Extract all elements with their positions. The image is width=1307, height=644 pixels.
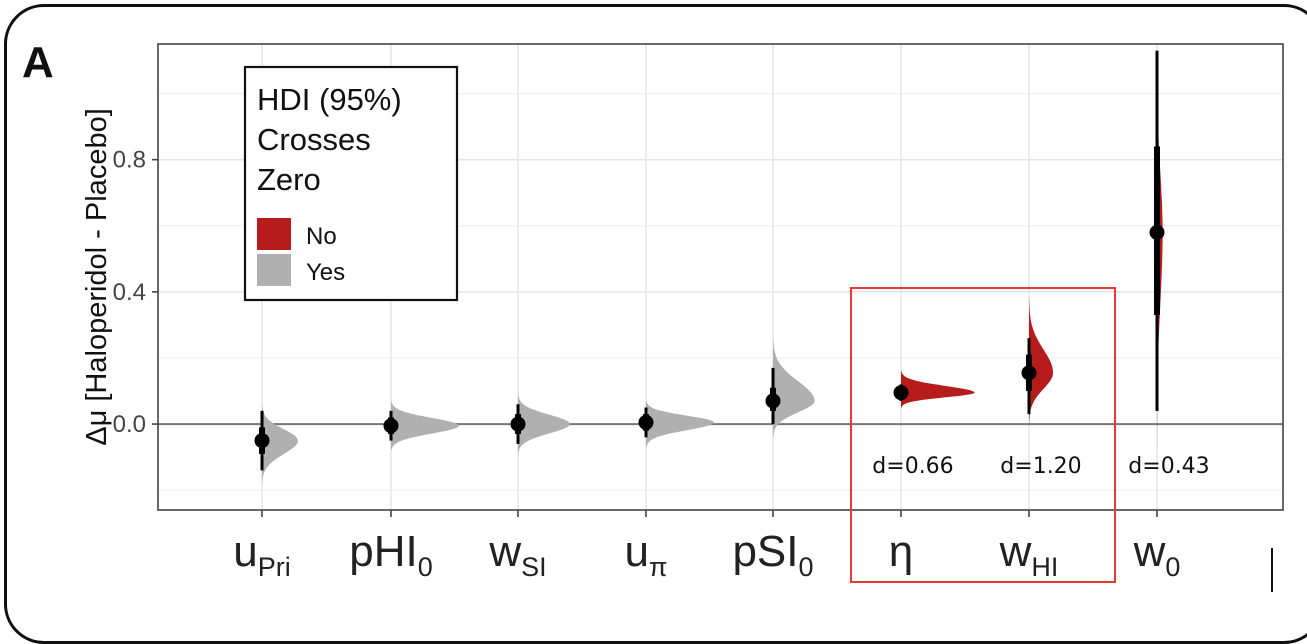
distribution-1 bbox=[391, 400, 459, 451]
distribution-5 bbox=[901, 371, 975, 408]
y-tick-label: 0.0 bbox=[113, 411, 146, 438]
axes: 0.0 0.4 0.8 uPri pHI0 wSI uπ pSI0 η wHI w0 Δμ [Halo… bbox=[81, 43, 1284, 592]
legend-title: HDI (95%) bbox=[257, 82, 402, 117]
x-tick-label: uPri bbox=[233, 527, 290, 582]
x-tick-label: pSI0 bbox=[732, 527, 813, 582]
x-tick-label: wSI bbox=[488, 527, 546, 582]
panel-label: A bbox=[22, 38, 54, 87]
x-tick-label: wHI bbox=[999, 527, 1059, 582]
x-tick-label: pHI0 bbox=[349, 527, 433, 582]
effect-size-label: d=0.43 bbox=[1128, 454, 1209, 479]
median-point-6 bbox=[1021, 365, 1037, 381]
legend-title: Crosses bbox=[257, 122, 371, 157]
median-point-1 bbox=[383, 418, 399, 434]
highlight bbox=[850, 287, 1116, 583]
median-point-3 bbox=[638, 414, 654, 430]
legend-title: Zero bbox=[257, 162, 321, 197]
highlight-box bbox=[850, 287, 1116, 583]
annotations: d=0.66 d=1.20 d=0.43 bbox=[872, 454, 1209, 479]
legend-label: No bbox=[306, 223, 337, 250]
distribution-4 bbox=[773, 338, 815, 438]
median-point-5 bbox=[893, 385, 909, 401]
median-point-0 bbox=[254, 433, 270, 449]
x-tick-label: w0 bbox=[1133, 527, 1181, 582]
median-point-4 bbox=[765, 393, 781, 409]
legend-swatch-no bbox=[257, 218, 291, 250]
y-tick-label: 0.8 bbox=[113, 147, 146, 174]
chart: 0.0 0.4 0.8 uPri pHI0 wSI uπ pSI0 η wHI w0 Δμ [Halo… bbox=[81, 43, 1284, 592]
y-axis-label: Δμ [Haloperidol - Placebo] bbox=[81, 108, 113, 446]
effect-size-label: d=0.66 bbox=[872, 454, 953, 479]
legend-label: Yes bbox=[306, 259, 345, 286]
distribution-6 bbox=[1029, 298, 1053, 425]
plot-border bbox=[157, 43, 1284, 511]
distribution-0 bbox=[262, 404, 298, 484]
intervals bbox=[254, 50, 1165, 471]
effect-size-label: d=1.20 bbox=[1000, 454, 1081, 479]
distribution-3 bbox=[646, 400, 714, 448]
median-point-7 bbox=[1149, 224, 1165, 240]
distribution-2 bbox=[518, 394, 570, 454]
legend: HDI (95%) Crosses Zero No Yes bbox=[243, 65, 459, 302]
x-tick-label: η bbox=[889, 527, 913, 576]
median-point-2 bbox=[510, 416, 526, 432]
x-tick-label: uπ bbox=[624, 527, 667, 582]
legend-swatch-yes bbox=[257, 254, 291, 286]
y-tick-label: 0.4 bbox=[113, 279, 146, 306]
